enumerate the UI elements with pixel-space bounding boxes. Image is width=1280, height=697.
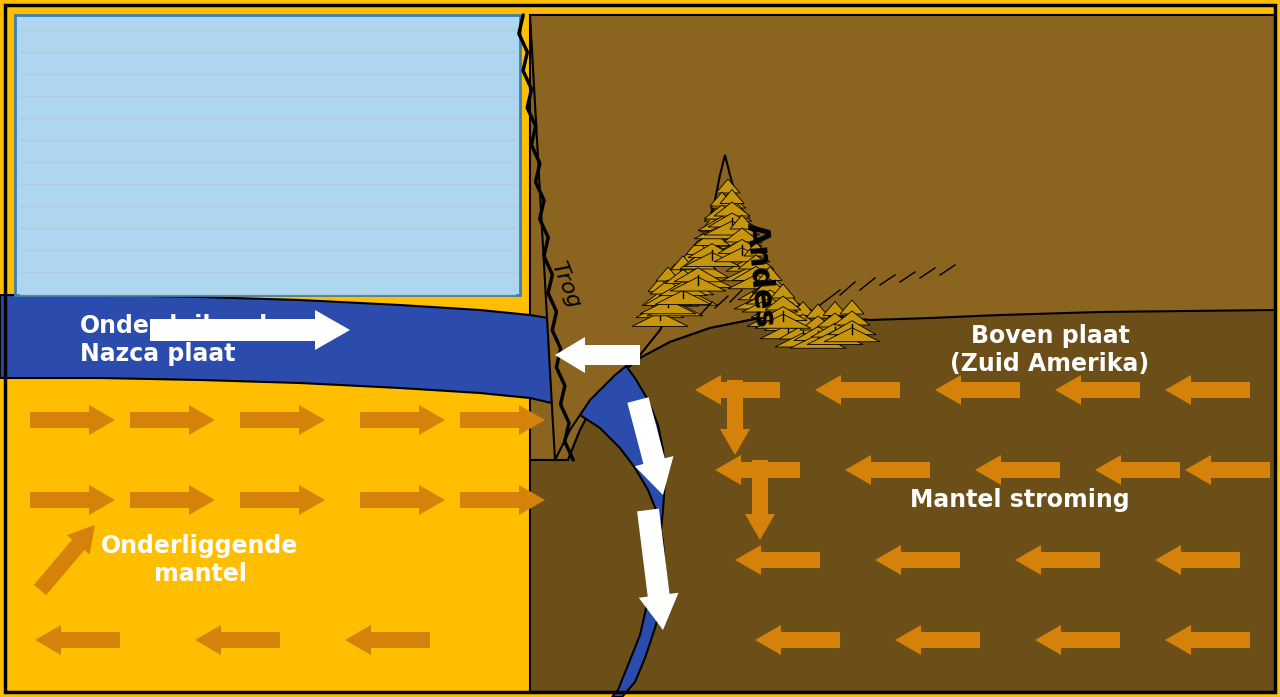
Polygon shape	[686, 240, 710, 254]
FancyArrow shape	[1165, 625, 1251, 655]
Polygon shape	[689, 243, 736, 258]
FancyArrow shape	[815, 375, 900, 405]
FancyArrow shape	[360, 405, 445, 435]
FancyArrow shape	[627, 397, 673, 495]
Polygon shape	[675, 268, 722, 282]
Polygon shape	[657, 267, 680, 281]
Polygon shape	[780, 325, 827, 339]
Polygon shape	[644, 291, 692, 305]
Text: Boven plaat
(Zuid Amerika): Boven plaat (Zuid Amerika)	[951, 324, 1149, 376]
Polygon shape	[765, 296, 801, 310]
Polygon shape	[785, 314, 820, 328]
Polygon shape	[719, 219, 756, 233]
Polygon shape	[690, 246, 746, 260]
Polygon shape	[666, 270, 701, 284]
FancyArrow shape	[1036, 625, 1120, 655]
Polygon shape	[840, 300, 864, 314]
Polygon shape	[714, 202, 750, 216]
Polygon shape	[730, 215, 754, 229]
Polygon shape	[744, 273, 780, 287]
Polygon shape	[828, 321, 876, 335]
Polygon shape	[771, 305, 806, 319]
Text: Onderliggende
mantel: Onderliggende mantel	[101, 534, 298, 586]
Polygon shape	[698, 217, 746, 231]
FancyArrow shape	[346, 625, 430, 655]
FancyArrow shape	[33, 525, 95, 595]
Polygon shape	[710, 242, 765, 256]
FancyArrow shape	[1165, 375, 1251, 405]
Polygon shape	[662, 291, 718, 305]
FancyArrow shape	[975, 455, 1060, 485]
Polygon shape	[776, 292, 800, 306]
Polygon shape	[774, 333, 831, 347]
Polygon shape	[640, 300, 696, 314]
Text: Trog: Trog	[547, 259, 584, 312]
FancyArrow shape	[719, 380, 750, 455]
FancyArrow shape	[1094, 455, 1180, 485]
Polygon shape	[687, 250, 723, 264]
Polygon shape	[771, 284, 795, 298]
Polygon shape	[739, 286, 786, 300]
FancyArrow shape	[360, 485, 445, 515]
Polygon shape	[678, 250, 701, 264]
FancyArrow shape	[131, 485, 215, 515]
Polygon shape	[15, 15, 520, 295]
Polygon shape	[700, 217, 724, 231]
FancyArrow shape	[755, 625, 840, 655]
FancyArrow shape	[845, 455, 931, 485]
Polygon shape	[756, 291, 794, 305]
Polygon shape	[791, 302, 815, 316]
Polygon shape	[663, 264, 687, 278]
Polygon shape	[733, 295, 790, 309]
FancyArrow shape	[637, 509, 678, 630]
Polygon shape	[719, 190, 744, 204]
Polygon shape	[806, 330, 863, 344]
Polygon shape	[677, 273, 733, 288]
Polygon shape	[646, 302, 703, 316]
FancyArrow shape	[735, 545, 820, 575]
Polygon shape	[753, 279, 788, 293]
Polygon shape	[704, 207, 753, 221]
Polygon shape	[812, 323, 859, 337]
Polygon shape	[652, 292, 699, 306]
Polygon shape	[824, 328, 881, 342]
Polygon shape	[744, 242, 768, 256]
Polygon shape	[728, 275, 783, 289]
Polygon shape	[718, 240, 765, 254]
FancyArrow shape	[460, 485, 545, 515]
FancyArrow shape	[695, 375, 780, 405]
Polygon shape	[790, 335, 846, 348]
Polygon shape	[724, 228, 760, 242]
Polygon shape	[704, 205, 740, 219]
Polygon shape	[671, 256, 695, 270]
Polygon shape	[657, 279, 692, 293]
FancyArrow shape	[716, 455, 800, 485]
Polygon shape	[739, 255, 774, 269]
Polygon shape	[672, 266, 708, 280]
Polygon shape	[692, 234, 717, 249]
Polygon shape	[722, 267, 778, 281]
Polygon shape	[530, 15, 1275, 460]
Polygon shape	[794, 327, 842, 341]
Polygon shape	[764, 316, 812, 330]
Polygon shape	[714, 232, 762, 246]
Polygon shape	[680, 255, 716, 269]
Polygon shape	[817, 313, 852, 327]
Text: Andes: Andes	[741, 221, 780, 329]
Polygon shape	[823, 302, 847, 316]
FancyArrow shape	[1155, 545, 1240, 575]
Polygon shape	[726, 204, 750, 218]
Polygon shape	[655, 291, 710, 305]
Polygon shape	[806, 304, 829, 318]
Polygon shape	[530, 15, 1275, 460]
Polygon shape	[707, 205, 730, 220]
Polygon shape	[750, 259, 774, 273]
Polygon shape	[681, 263, 730, 277]
FancyArrow shape	[934, 375, 1020, 405]
FancyArrow shape	[241, 405, 325, 435]
FancyArrow shape	[29, 485, 115, 515]
Polygon shape	[643, 291, 678, 305]
FancyArrow shape	[876, 545, 960, 575]
Polygon shape	[732, 266, 780, 280]
